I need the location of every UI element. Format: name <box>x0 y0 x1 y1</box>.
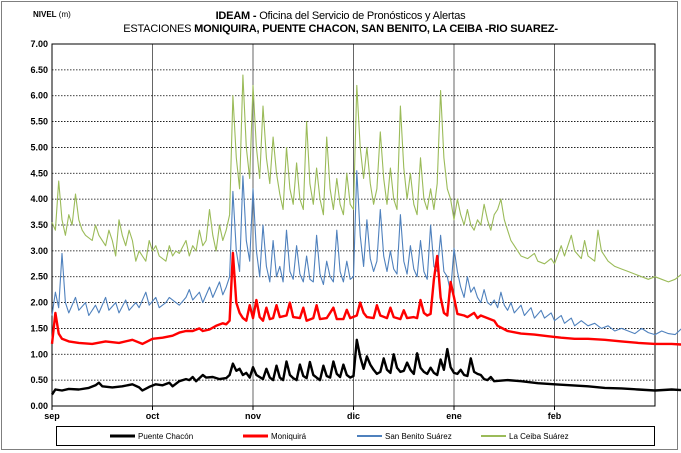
series-line-3 <box>51 170 681 336</box>
y-tick-label: 7.00 <box>30 39 48 49</box>
y-tick-label: 0.00 <box>30 401 48 411</box>
y-tick-label: 3.00 <box>30 246 48 256</box>
y-tick-label: 1.00 <box>30 349 48 359</box>
y-tick-label: 1.50 <box>30 323 48 333</box>
y-tick-label: 4.50 <box>30 168 48 178</box>
chart-title-line-2: ESTACIONES MONIQUIRA, PUENTE CHACON, SAN… <box>0 23 681 35</box>
plot-area-border <box>51 43 656 407</box>
legend-label: San Benito Suárez <box>385 432 452 441</box>
x-tick-label: ene <box>446 411 462 421</box>
y-tick-label: 6.50 <box>30 65 48 75</box>
series-line-1 <box>51 338 681 396</box>
legend-label: La Ceiba Suárez <box>509 432 569 441</box>
y-axis-label-unit: (m) <box>56 10 71 19</box>
legend <box>56 426 655 446</box>
y-tick-label: 0.50 <box>30 375 48 385</box>
title-stations-prefix: ESTACIONES <box>123 23 195 35</box>
y-axis-label-main: NIVEL <box>33 10 57 19</box>
x-tick-label: sep <box>44 411 60 421</box>
legend-label: Moniquirá <box>271 432 307 441</box>
chart-title-line-1: IDEAM - Oficina del Servicio de Pronósti… <box>0 10 681 22</box>
x-tick-label: nov <box>245 411 261 421</box>
x-tick-label: feb <box>548 411 562 421</box>
y-axis-label: NIVEL (m) <box>33 10 71 19</box>
y-tick-label: 4.00 <box>30 194 48 204</box>
x-tick-label: dic <box>347 411 360 421</box>
y-tick-label: 2.00 <box>30 298 48 308</box>
y-tick-label: 5.50 <box>30 117 48 127</box>
title-agency: IDEAM - <box>215 10 257 22</box>
y-tick-label: 2.50 <box>30 272 48 282</box>
legend-label: Puente Chacón <box>138 432 193 441</box>
y-tick-label: 3.50 <box>30 220 48 230</box>
title-stations-names: MONIQUIRA, PUENTE CHACON, SAN BENITO, LA… <box>194 23 558 35</box>
x-tick-label: oct <box>146 411 160 421</box>
series-line-2 <box>50 251 681 346</box>
y-tick-label: 6.00 <box>30 91 48 101</box>
y-tick-label: 5.00 <box>30 142 48 152</box>
series-line-4 <box>51 74 681 283</box>
title-office: Oficina del Servicio de Pronósticos y Al… <box>256 10 466 22</box>
